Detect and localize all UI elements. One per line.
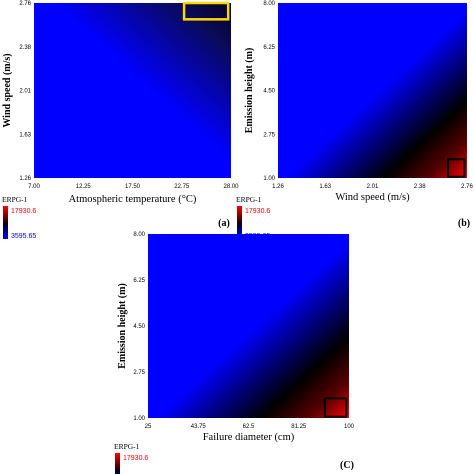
legend-max-value: 17930.6 <box>123 455 148 462</box>
highlight-box-2 <box>447 158 466 178</box>
legend-color-bar <box>115 453 120 474</box>
y-tick-label: 6.25 <box>263 45 275 51</box>
x-tick-label: 2.01 <box>367 184 379 190</box>
x-tick-label: 100 <box>344 424 355 430</box>
legend-color-bar <box>237 206 242 239</box>
panel-label: (a) <box>218 218 230 229</box>
legend-title: ERPG-1 <box>114 442 140 451</box>
x-tick-label: 1.63 <box>319 184 331 190</box>
legend-title: ERPG-1 <box>236 195 262 204</box>
legend-max-value: 17930.6 <box>11 208 36 215</box>
x-tick-label: 1.26 <box>272 184 284 190</box>
y-tick-label: 2.75 <box>263 132 275 138</box>
y-tick-label: 1.00 <box>263 176 275 182</box>
y-tick-label: 8.00 <box>263 1 275 7</box>
heatmap-field-1 <box>34 3 231 178</box>
legend-title: ERPG-1 <box>2 195 28 204</box>
panel-label: (C) <box>340 460 354 471</box>
y-tick-label: 8.00 <box>133 232 145 238</box>
y-tick-label: 2.38 <box>19 45 31 51</box>
x-tick-label: 28.00 <box>223 184 239 190</box>
y-tick-label: 1.00 <box>133 416 145 422</box>
x-tick-label: 62.5 <box>243 424 255 430</box>
x-tick-label: 7.00 <box>28 184 40 190</box>
legend-color-bar <box>3 206 8 239</box>
y-axis-title: Emission height (m) <box>117 283 128 369</box>
y-tick-label: 4.50 <box>133 324 145 330</box>
y-tick-label: 2.75 <box>133 370 145 376</box>
heatmap-field-2 <box>278 3 467 178</box>
y-tick-label: 4.50 <box>263 89 275 95</box>
y-axis-title: Emission height (m) <box>244 48 255 134</box>
y-tick-label: 2.76 <box>19 1 31 7</box>
x-tick-label: 22.75 <box>174 184 190 190</box>
y-tick-label: 6.25 <box>133 278 145 284</box>
x-axis-title: Wind speed (m/s) <box>335 192 410 203</box>
x-tick-label: 2.38 <box>414 184 426 190</box>
panel-label: (b) <box>458 218 470 229</box>
legend-min-value: 3595.65 <box>11 233 36 240</box>
x-axis-title: Failure diameter (cm) <box>203 432 295 443</box>
x-tick-label: 12.25 <box>76 184 92 190</box>
y-tick-label: 1.26 <box>19 176 31 182</box>
highlight-box-3 <box>323 397 348 418</box>
y-tick-label: 1.63 <box>19 132 31 138</box>
highlight-box-1 <box>182 1 230 21</box>
heatmap-field-3 <box>148 234 349 418</box>
x-tick-label: 2.76 <box>461 184 473 190</box>
x-tick-label: 43.75 <box>191 424 207 430</box>
x-tick-label: 25 <box>145 424 152 430</box>
y-tick-label: 2.01 <box>19 89 31 95</box>
x-tick-label: 17.50 <box>125 184 141 190</box>
x-tick-label: 81.25 <box>291 424 307 430</box>
y-axis-title: Wind speed (m/s) <box>2 53 13 127</box>
legend-max-value: 17930.6 <box>245 208 270 215</box>
x-axis-title: Atmospheric temperature (°C) <box>69 194 197 205</box>
